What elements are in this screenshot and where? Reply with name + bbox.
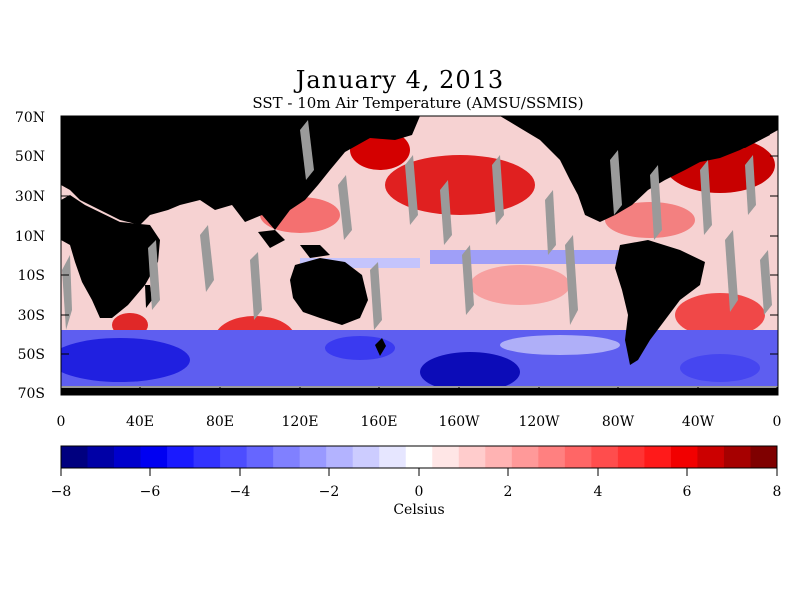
australia-landmass bbox=[290, 258, 368, 325]
colorbar-swatch bbox=[114, 446, 141, 468]
eurasia-landmass bbox=[61, 116, 420, 230]
longitude-tick-marks bbox=[60, 387, 778, 395]
north-america-landmass bbox=[500, 116, 778, 222]
colorbar-swatch bbox=[326, 446, 354, 468]
antarctica-landmass bbox=[61, 388, 778, 395]
colorbar-label-neg2: −2 bbox=[319, 484, 340, 500]
map-frame bbox=[60, 115, 779, 396]
colorbar-label-neg6: −6 bbox=[140, 484, 161, 500]
colorbar-swatch bbox=[61, 446, 88, 468]
lon-label-0-west: 0 bbox=[57, 414, 66, 430]
lon-label-160e: 160E bbox=[361, 414, 398, 430]
colorbar-label-6: 6 bbox=[683, 484, 692, 500]
colorbar-label-8: 8 bbox=[773, 484, 782, 500]
greenland-landmass bbox=[700, 118, 770, 148]
colorbar-label-2: 2 bbox=[504, 484, 513, 500]
colorbar-swatch bbox=[538, 446, 566, 468]
map-title: January 4, 2013 bbox=[295, 66, 505, 94]
latitude-axis: 70N 50N 30N 10N 10S 30S 50S 70S bbox=[15, 110, 778, 402]
new-zealand-landmass bbox=[375, 338, 386, 356]
land-masses bbox=[61, 116, 778, 395]
colorbar-swatch bbox=[273, 446, 301, 468]
colorbar-swatch bbox=[564, 446, 592, 468]
lat-label-10n: 10N bbox=[15, 229, 45, 245]
lon-label-120e: 120E bbox=[282, 414, 319, 430]
lat-label-50s: 50S bbox=[18, 347, 45, 363]
colorbar-swatch bbox=[697, 446, 725, 468]
lat-label-50n: 50N bbox=[15, 149, 45, 165]
colorbar-swatch bbox=[591, 446, 619, 468]
latitude-tick-marks bbox=[61, 116, 778, 394]
lat-label-30n: 30N bbox=[15, 189, 45, 205]
lon-label-80e: 80E bbox=[206, 414, 234, 430]
map-subtitle: SST - 10m Air Temperature (AMSU/SSMIS) bbox=[252, 94, 584, 112]
colorbar-label-neg8: −8 bbox=[51, 484, 72, 500]
map-panel bbox=[61, 116, 778, 395]
colorbar-swatch bbox=[87, 446, 115, 468]
southeast-asia-islands bbox=[258, 230, 285, 248]
colorbar-ticks bbox=[60, 468, 778, 476]
lon-label-160w: 160W bbox=[438, 414, 480, 430]
lon-label-40w: 40W bbox=[682, 414, 715, 430]
new-guinea-landmass bbox=[300, 245, 330, 258]
colorbar-swatch bbox=[511, 446, 539, 468]
colorbar-swatch bbox=[352, 446, 380, 468]
colorbar-swatch bbox=[246, 446, 274, 468]
colorbar-units-label: Celsius bbox=[393, 502, 444, 518]
colorbar-swatch bbox=[750, 446, 778, 468]
colorbar-swatch bbox=[193, 446, 221, 468]
colorbar-swatch bbox=[405, 446, 433, 468]
colorbar-label-neg4: −4 bbox=[230, 484, 251, 500]
africa-landmass bbox=[61, 195, 160, 318]
colorbar-swatch bbox=[140, 446, 168, 468]
longitude-axis: 0 40E 80E 120E 160E 160W 120W 80W 40W 0 bbox=[57, 387, 782, 430]
colorbar-swatch bbox=[485, 446, 513, 468]
lat-label-70n: 70N bbox=[15, 110, 45, 126]
missing-data-swaths bbox=[62, 120, 772, 330]
colorbar-swatches bbox=[61, 446, 778, 468]
colorbar: −8 −6 −4 −2 0 2 4 6 8 Celsius bbox=[51, 445, 782, 518]
colorbar-swatch bbox=[220, 446, 248, 468]
lat-label-10s: 10S bbox=[18, 268, 45, 284]
colorbar-swatch bbox=[299, 446, 327, 468]
colorbar-swatch bbox=[167, 446, 194, 468]
lat-label-70s: 70S bbox=[18, 386, 45, 402]
colorbar-label-4: 4 bbox=[594, 484, 603, 500]
colorbar-swatch bbox=[432, 446, 460, 468]
lat-label-30s: 30S bbox=[18, 308, 45, 324]
lon-label-40e: 40E bbox=[126, 414, 154, 430]
colorbar-label-0: 0 bbox=[415, 484, 424, 500]
colorbar-swatch bbox=[379, 446, 407, 468]
south-america-landmass bbox=[615, 240, 705, 365]
colorbar-swatch bbox=[644, 446, 672, 468]
madagascar-landmass bbox=[145, 285, 152, 308]
colorbar-swatch bbox=[458, 446, 486, 468]
colorbar-swatch bbox=[670, 446, 698, 468]
colorbar-swatch bbox=[723, 446, 751, 468]
colorbar-swatch bbox=[617, 446, 645, 468]
lon-label-80w: 80W bbox=[602, 414, 635, 430]
lon-label-120w: 120W bbox=[518, 414, 560, 430]
lon-label-0-east: 0 bbox=[773, 414, 782, 430]
